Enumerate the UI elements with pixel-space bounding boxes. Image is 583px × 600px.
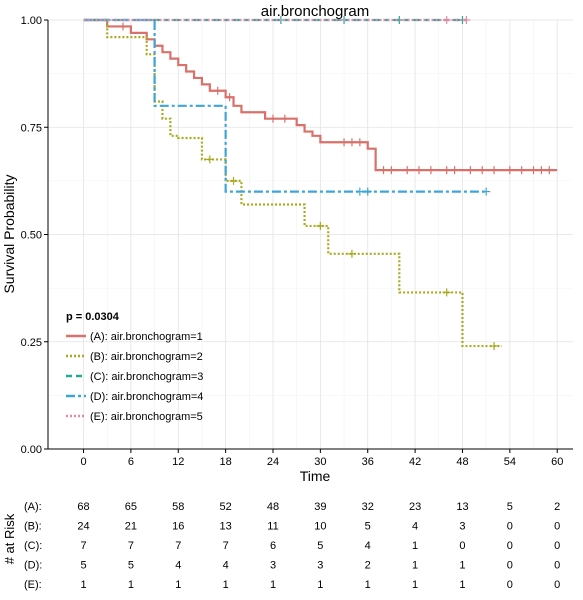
x-tick-label: 18 <box>220 456 232 468</box>
survival-curve <box>83 18 502 348</box>
risk-cell: 0 <box>507 540 513 552</box>
risk-cell: 7 <box>175 540 181 552</box>
risk-cell: 65 <box>125 501 137 513</box>
risk-cell: 5 <box>365 521 371 533</box>
risk-cell: 32 <box>362 501 374 513</box>
risk-cell: 39 <box>314 501 326 513</box>
risk-cell: 4 <box>175 560 181 572</box>
x-tick-label: 36 <box>362 456 374 468</box>
risk-cell: 21 <box>125 521 137 533</box>
x-tick-label: 12 <box>172 456 184 468</box>
risk-cell: 3 <box>270 560 276 572</box>
x-tick-label: 24 <box>267 456 279 468</box>
risk-cell: 10 <box>314 521 326 533</box>
risk-row-label: (B): <box>24 521 42 533</box>
plot-area: 0 6 12 18 24 30 36 42 48 54 60 0.00 0.25 0.50 0.75 1.00 <box>21 15 573 468</box>
risk-cell: 52 <box>220 501 232 513</box>
legend-label: (C): air.bronchogram=3 <box>90 371 203 383</box>
risk-cell: 5 <box>507 501 513 513</box>
y-tick-label: 0.00 <box>21 444 42 456</box>
legend-label: (B): air.bronchogram=2 <box>90 351 203 363</box>
risk-row-label: (E): <box>24 579 42 591</box>
series-d <box>83 18 491 196</box>
series-e <box>83 16 471 24</box>
legend-label: (D): air.bronchogram=4 <box>90 391 203 403</box>
p-value-label: p = 0.0304 <box>66 311 120 323</box>
risk-cell: 1 <box>317 579 323 591</box>
y-tick-label: 0.75 <box>21 122 42 134</box>
risk-cell: 0 <box>554 579 560 591</box>
risk-cell: 1 <box>459 579 465 591</box>
chart-title: air.bronchogram <box>261 3 369 20</box>
x-tick-label: 54 <box>504 456 516 468</box>
risk-cell: 7 <box>80 540 86 552</box>
risk-cell: 5 <box>80 560 86 572</box>
risk-table-title: # at Risk <box>2 513 17 564</box>
risk-cell: 3 <box>459 521 465 533</box>
risk-row-label: (D): <box>24 560 42 572</box>
risk-cell: 1 <box>175 579 181 591</box>
risk-cell: 24 <box>77 521 89 533</box>
legend: p = 0.0304 (A): air.bronchogram=1 (B): air… <box>66 311 203 423</box>
risk-cell: 68 <box>77 501 89 513</box>
x-tick-label: 30 <box>314 456 326 468</box>
risk-cell: 13 <box>220 521 232 533</box>
risk-cell: 2 <box>554 501 560 513</box>
risk-cell: 5 <box>317 540 323 552</box>
risk-cell: 2 <box>365 560 371 572</box>
risk-cell: 4 <box>223 560 229 572</box>
y-tick-label: 0.50 <box>21 230 42 242</box>
risk-cell: 4 <box>365 540 371 552</box>
series-b <box>83 18 502 351</box>
risk-row-label: (C): <box>24 540 42 552</box>
survival-curve <box>83 18 487 193</box>
risk-cell: 0 <box>507 521 513 533</box>
risk-cell: 3 <box>317 560 323 572</box>
risk-cell: 16 <box>172 521 184 533</box>
risk-table: (A): 68 65 58 52 48 39 32 23 13 5 2(B): 24 21 16 13 11 10… <box>24 501 560 591</box>
x-tick-label: 48 <box>456 456 468 468</box>
risk-cell: 1 <box>223 579 229 591</box>
y-axis-label: Survival Probability <box>1 174 17 293</box>
risk-cell: 7 <box>128 540 134 552</box>
risk-cell: 1 <box>80 579 86 591</box>
risk-cell: 1 <box>365 579 371 591</box>
risk-cell: 0 <box>459 540 465 552</box>
risk-cell: 1 <box>412 540 418 552</box>
risk-cell: 5 <box>128 560 134 572</box>
risk-cell: 23 <box>409 501 421 513</box>
risk-cell: 0 <box>554 560 560 572</box>
risk-cell: 48 <box>267 501 279 513</box>
risk-cell: 58 <box>172 501 184 513</box>
risk-cell: 0 <box>507 579 513 591</box>
risk-cell: 1 <box>412 560 418 572</box>
legend-label: (E): air.bronchogram=5 <box>90 411 203 423</box>
risk-cell: 0 <box>507 560 513 572</box>
risk-cell: 1 <box>270 579 276 591</box>
risk-cell: 1 <box>459 560 465 572</box>
legend-label: (A): air.bronchogram=1 <box>90 331 203 343</box>
risk-cell: 11 <box>267 521 278 533</box>
y-tick-label: 0.25 <box>21 337 42 349</box>
x-tick-label: 60 <box>551 456 563 468</box>
x-tick-label: 0 <box>80 456 86 468</box>
risk-cell: 1 <box>412 579 418 591</box>
y-tick-label: 1.00 <box>21 15 42 27</box>
x-axis-label: Time <box>300 468 331 484</box>
risk-cell: 7 <box>223 540 229 552</box>
risk-cell: 13 <box>456 501 468 513</box>
risk-cell: 6 <box>270 540 276 552</box>
risk-cell: 4 <box>412 521 418 533</box>
risk-cell: 1 <box>128 579 134 591</box>
risk-cell: 0 <box>554 540 560 552</box>
risk-row-label: (A): <box>24 501 42 513</box>
risk-cell: 0 <box>554 521 560 533</box>
x-tick-label: 42 <box>409 456 421 468</box>
x-tick-label: 6 <box>128 456 134 468</box>
